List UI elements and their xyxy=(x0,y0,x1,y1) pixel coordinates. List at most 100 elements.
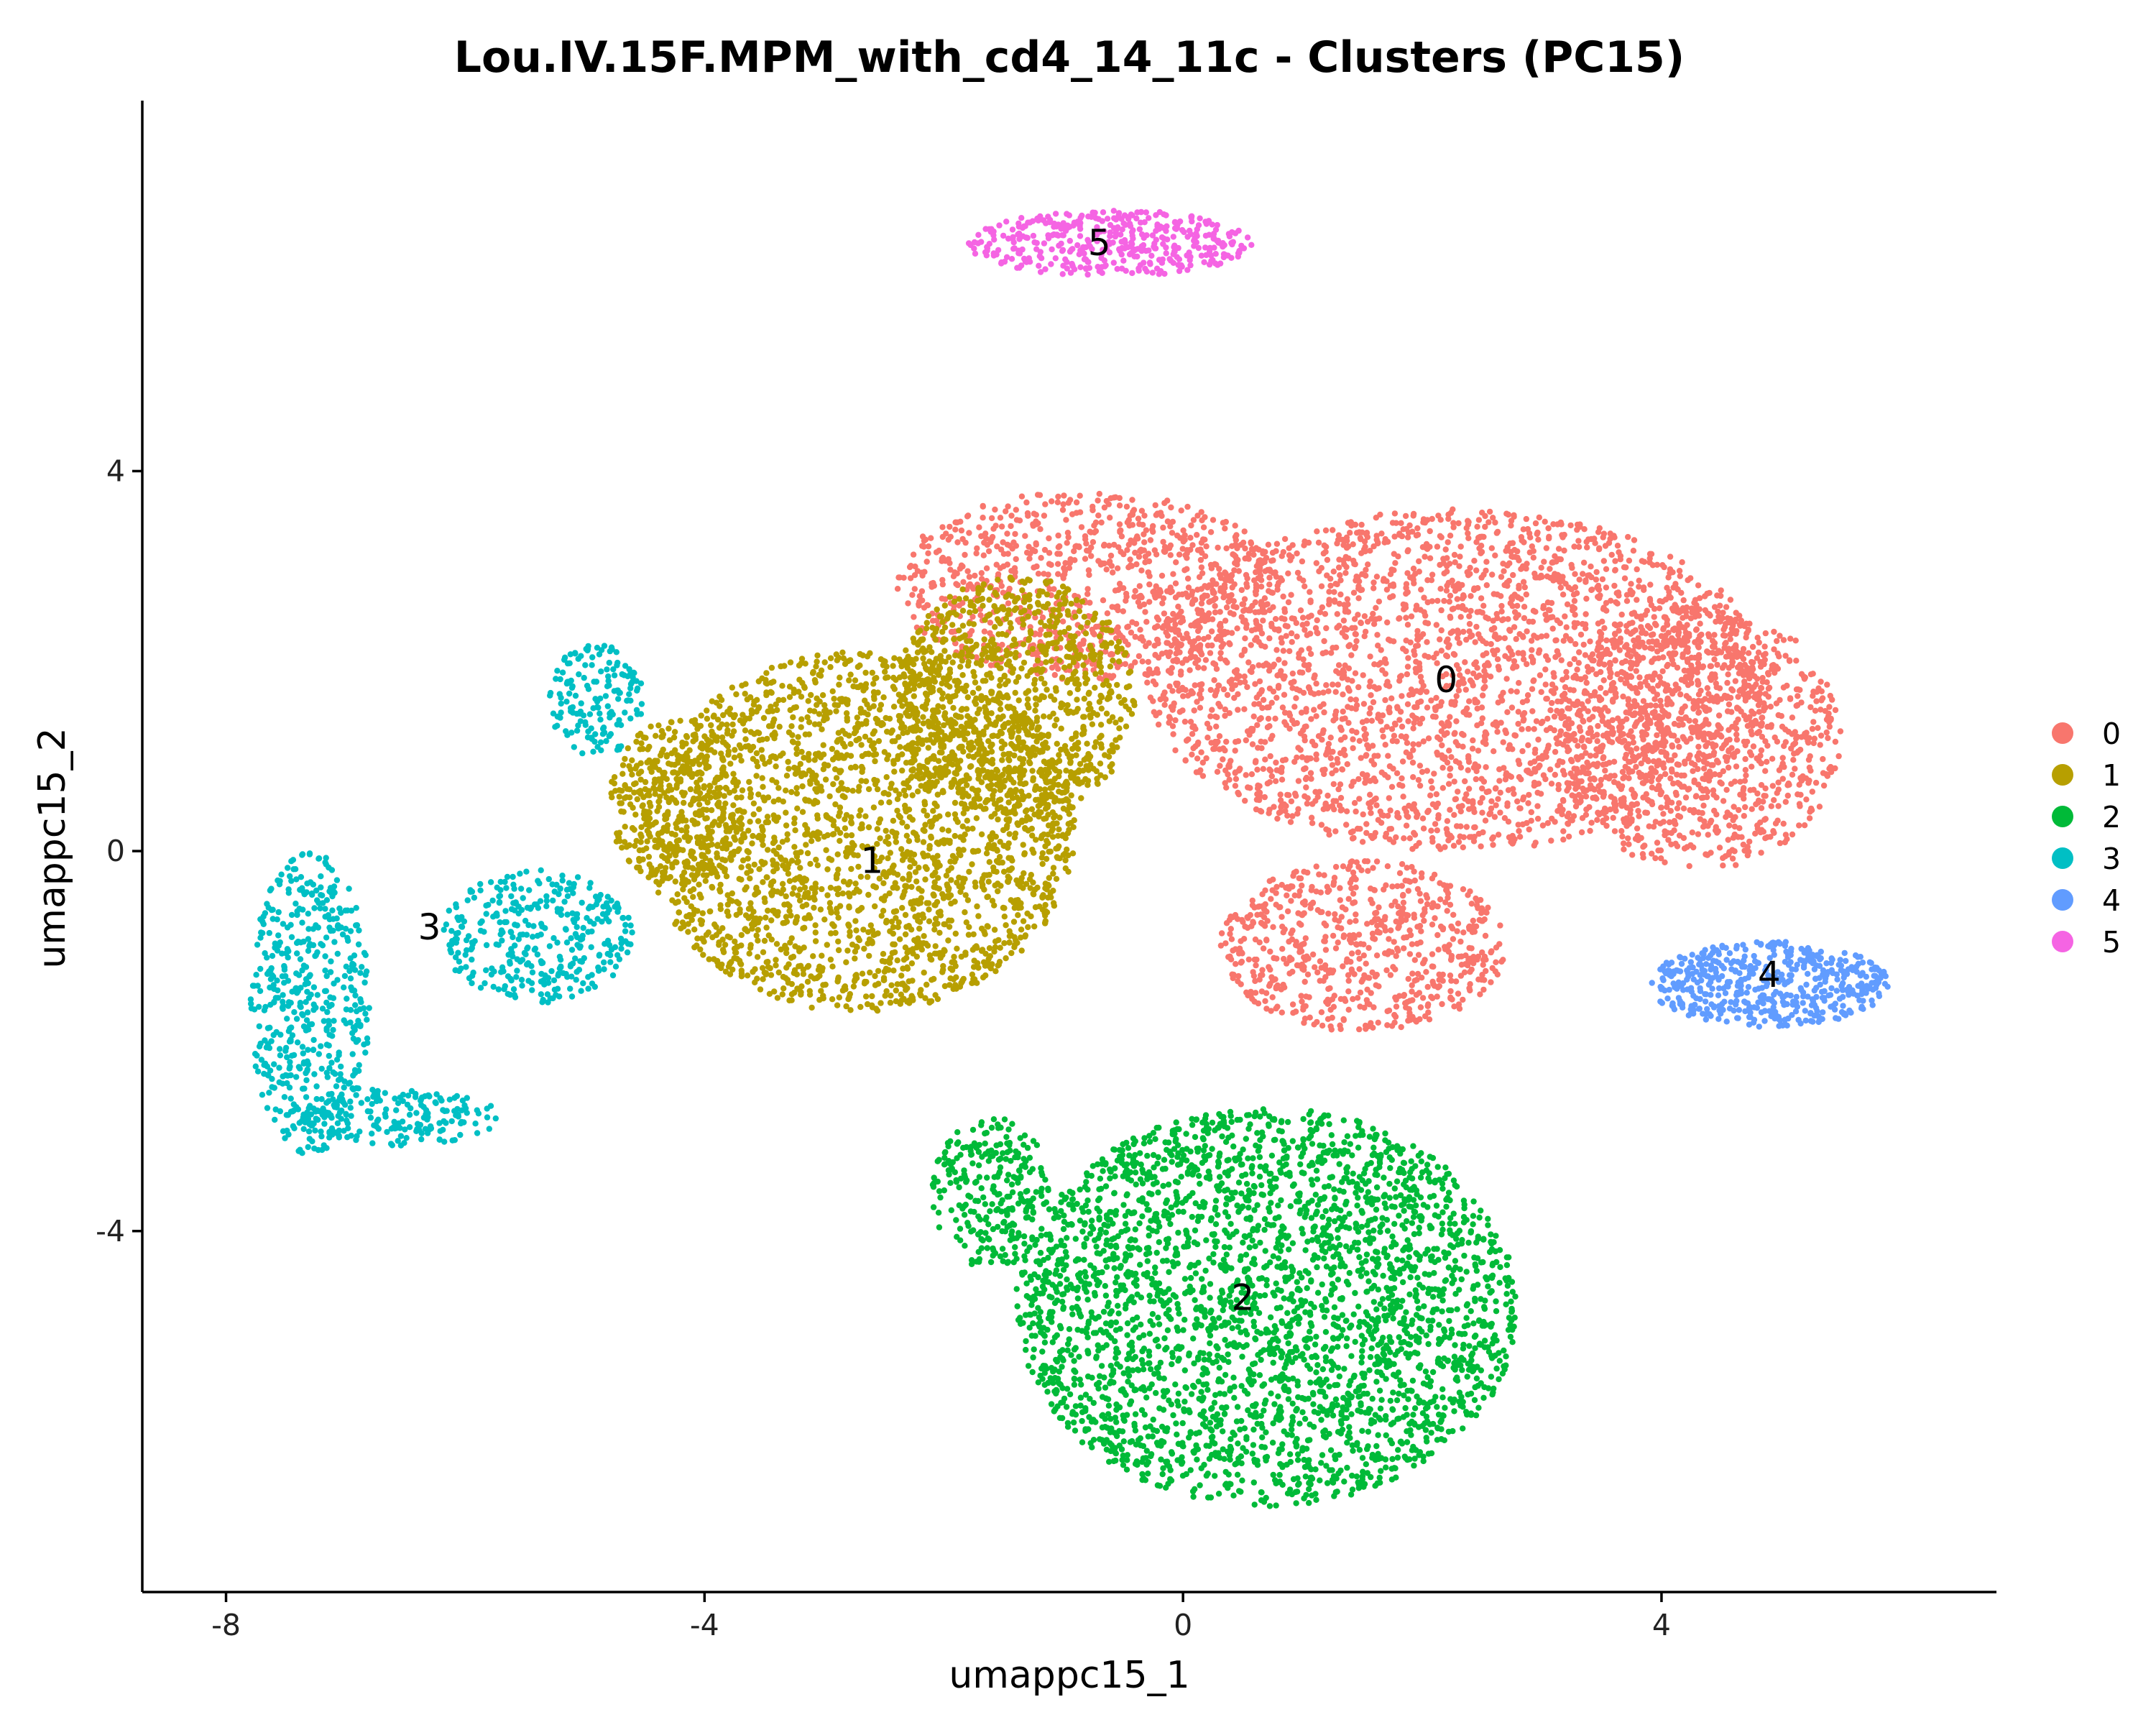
cell-point-cluster-0 xyxy=(1223,920,1230,926)
cell-point-cluster-0 xyxy=(1715,608,1721,615)
cell-point-cluster-0 xyxy=(1120,585,1127,592)
cell-point-cluster-0 xyxy=(1339,716,1345,722)
cell-point-cluster-0 xyxy=(1634,832,1641,840)
cell-point-cluster-0 xyxy=(1667,570,1673,576)
cell-point-cluster-0 xyxy=(1330,527,1336,533)
cell-point-cluster-0 xyxy=(1403,638,1409,644)
cell-point-cluster-0 xyxy=(1061,492,1067,499)
cell-point-cluster-0 xyxy=(1231,694,1238,702)
cell-point-cluster-0 xyxy=(1400,891,1406,898)
cell-point-cluster-0 xyxy=(1152,594,1158,601)
cell-point-cluster-0 xyxy=(1634,566,1640,573)
cell-point-cluster-0 xyxy=(1511,791,1517,797)
cell-point-cluster-0 xyxy=(1296,650,1302,657)
cell-point-cluster-0 xyxy=(1030,523,1037,529)
cell-point-cluster-0 xyxy=(1272,778,1279,785)
cell-point-cluster-0 xyxy=(1335,924,1341,931)
cell-point-cluster-0 xyxy=(1294,550,1300,557)
cell-point-cluster-0 xyxy=(1165,668,1172,674)
cell-point-cluster-0 xyxy=(1446,642,1452,648)
cell-point-cluster-0 xyxy=(1741,669,1749,676)
cell-point-cluster-0 xyxy=(1151,588,1158,594)
cell-point-cluster-0 xyxy=(1474,722,1480,729)
cell-point-cluster-0 xyxy=(993,561,1000,568)
cell-point-cluster-0 xyxy=(1736,806,1742,814)
cell-point-cluster-0 xyxy=(1342,570,1349,576)
cell-point-cluster-0 xyxy=(1307,650,1314,657)
cell-point-cluster-0 xyxy=(1065,500,1072,506)
cell-point-cluster-0 xyxy=(1538,572,1544,579)
cell-point-cluster-0 xyxy=(1378,530,1385,537)
cell-point-cluster-0 xyxy=(1726,701,1733,708)
cell-point-cluster-0 xyxy=(1694,704,1701,710)
cell-point-cluster-0 xyxy=(1457,672,1463,678)
cell-point-cluster-0 xyxy=(1545,742,1552,749)
cell-point-cluster-0 xyxy=(1258,715,1264,722)
cell-point-cluster-0 xyxy=(1400,899,1407,906)
cell-point-cluster-0 xyxy=(1439,1000,1445,1008)
cell-point-cluster-0 xyxy=(1807,753,1813,760)
cell-point-cluster-0 xyxy=(1429,713,1437,720)
cell-point-cluster-0 xyxy=(1281,616,1288,622)
cell-point-cluster-0 xyxy=(1110,569,1116,576)
cell-point-cluster-0 xyxy=(1461,969,1468,976)
cell-point-cluster-0 xyxy=(1338,914,1345,920)
cell-point-cluster-0 xyxy=(1516,828,1522,834)
cell-point-cluster-0 xyxy=(1167,552,1174,558)
cell-point-cluster-0 xyxy=(1488,798,1495,805)
cell-point-cluster-0 xyxy=(1614,543,1621,549)
cell-point-cluster-0 xyxy=(1618,724,1625,731)
cell-point-cluster-0 xyxy=(1479,692,1486,699)
cell-point-cluster-0 xyxy=(1392,898,1399,905)
cell-point-cluster-0 xyxy=(1005,600,1012,607)
cell-point-cluster-0 xyxy=(1733,737,1741,743)
cell-point-cluster-0 xyxy=(1646,823,1652,829)
cell-point-cluster-0 xyxy=(1636,577,1642,584)
cell-point-cluster-0 xyxy=(1441,570,1447,576)
cell-point-cluster-0 xyxy=(1483,671,1490,678)
cell-point-cluster-0 xyxy=(1403,615,1409,621)
cell-point-cluster-0 xyxy=(1808,807,1815,814)
cell-point-cluster-0 xyxy=(1448,954,1455,962)
cell-point-cluster-0 xyxy=(1161,622,1167,630)
cell-point-cluster-0 xyxy=(1244,728,1251,735)
cell-point-cluster-0 xyxy=(1294,633,1300,640)
cell-point-cluster-0 xyxy=(1410,725,1416,732)
cell-point-cluster-0 xyxy=(1410,774,1416,781)
cell-point-cluster-0 xyxy=(1353,942,1360,948)
cell-point-cluster-0 xyxy=(1337,897,1344,903)
cell-point-cluster-0 xyxy=(1660,811,1667,817)
cell-point-cluster-0 xyxy=(1516,680,1522,686)
cell-point-cluster-0 xyxy=(1731,753,1737,760)
cell-point-cluster-0 xyxy=(1289,968,1296,975)
cell-point-cluster-0 xyxy=(1507,600,1514,607)
cell-point-cluster-0 xyxy=(1455,920,1462,927)
cell-point-cluster-0 xyxy=(1227,931,1233,937)
cell-point-cluster-0 xyxy=(1645,719,1652,725)
cell-point-cluster-0 xyxy=(1630,548,1637,554)
cell-point-cluster-0 xyxy=(1404,865,1410,871)
cell-point-cluster-0 xyxy=(1217,763,1223,769)
cell-point-cluster-0 xyxy=(1383,830,1390,837)
cell-point-cluster-0 xyxy=(1294,754,1300,761)
cell-point-cluster-0 xyxy=(1754,655,1761,661)
cell-point-cluster-0 xyxy=(1793,658,1800,664)
cell-point-cluster-0 xyxy=(1806,735,1812,741)
cell-point-cluster-0 xyxy=(1466,613,1473,620)
cell-point-cluster-0 xyxy=(1562,731,1570,738)
cell-point-cluster-0 xyxy=(1132,633,1138,640)
cell-point-cluster-0 xyxy=(1741,847,1748,854)
cell-point-cluster-0 xyxy=(1327,985,1333,992)
cell-point-cluster-0 xyxy=(1492,552,1498,558)
cell-point-cluster-0 xyxy=(1626,769,1632,776)
cell-point-cluster-0 xyxy=(1661,765,1667,771)
cell-point-cluster-0 xyxy=(1446,942,1452,948)
cell-point-cluster-0 xyxy=(1037,526,1044,533)
cell-point-cluster-0 xyxy=(966,530,972,536)
cell-point-cluster-0 xyxy=(1315,539,1322,546)
cell-point-cluster-0 xyxy=(1198,651,1205,658)
cell-point-cluster-0 xyxy=(1744,722,1751,730)
cell-point-cluster-0 xyxy=(1309,801,1316,807)
cell-point-cluster-0 xyxy=(1108,563,1115,569)
cell-point-cluster-0 xyxy=(1179,707,1186,714)
